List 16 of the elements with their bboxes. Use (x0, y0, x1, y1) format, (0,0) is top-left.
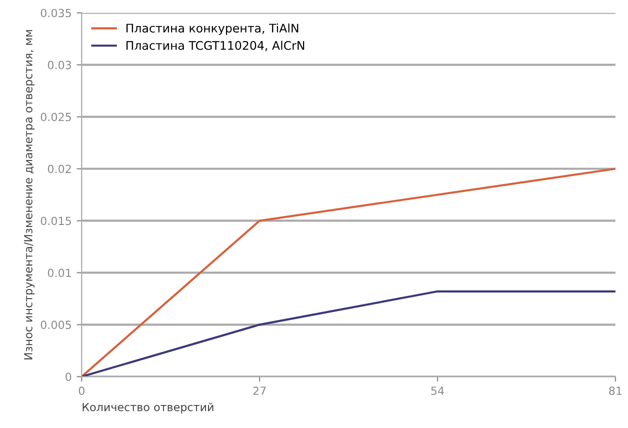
x-tick-label: 54 (431, 386, 444, 395)
x-tick-label: 27 (253, 386, 266, 395)
y-tick-label: 0.005 (40, 320, 71, 330)
x-tick-label: 0 (78, 386, 84, 395)
y-axis-title: Износ инструмента/Изменение диаметра отверстия, мм (24, 30, 35, 360)
y-tick-label: 0.025 (40, 112, 71, 122)
y-tick-label: 0.015 (40, 216, 71, 226)
y-tick-label: 0.03 (48, 60, 72, 70)
y-tick-label: 0.01 (48, 268, 71, 278)
y-tick-label: 0.035 (40, 8, 71, 18)
x-axis-title: Количество отверстий (82, 402, 214, 414)
y-tick-label: 0.02 (48, 164, 71, 174)
legend-label: Пластина конкурента, TiAlN (126, 23, 298, 35)
y-tick-label: 0 (66, 372, 72, 382)
x-tick-label: 81 (609, 386, 622, 395)
legend-label: Пластина TCGT110204, AlCrN (126, 40, 304, 52)
